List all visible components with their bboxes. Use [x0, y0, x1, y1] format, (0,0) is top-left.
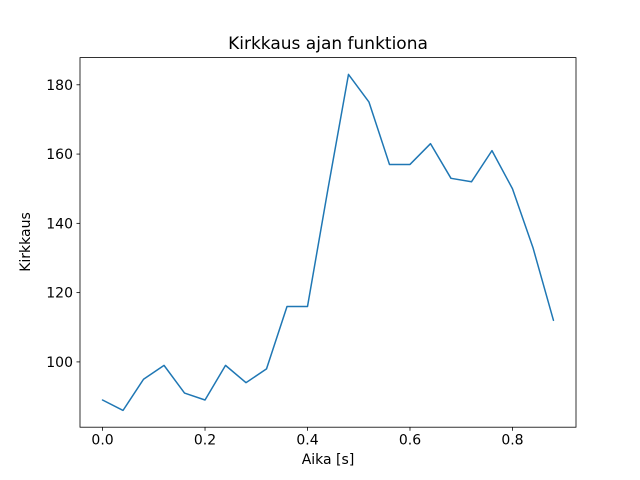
chart-title: Kirkkaus ajan funktiona	[228, 34, 428, 54]
x-axis-label: Aika [s]	[301, 452, 355, 468]
y-tick-label: 180	[46, 78, 73, 94]
y-tick-label: 140	[46, 216, 73, 232]
x-tick-label: 0.2	[194, 433, 216, 449]
y-tick-label: 160	[46, 147, 73, 163]
x-tick-label: 0.0	[91, 433, 113, 449]
x-tick-label: 0.6	[399, 433, 421, 449]
y-axis-label: Kirkkaus	[18, 212, 34, 272]
axes-spines	[79, 57, 577, 428]
x-tick-label: 0.8	[501, 433, 523, 449]
x-tick-label: 0.4	[296, 433, 318, 449]
data-series-line	[101, 73, 555, 412]
y-tick-label: 100	[46, 355, 73, 371]
y-tick-label: 120	[46, 286, 73, 302]
